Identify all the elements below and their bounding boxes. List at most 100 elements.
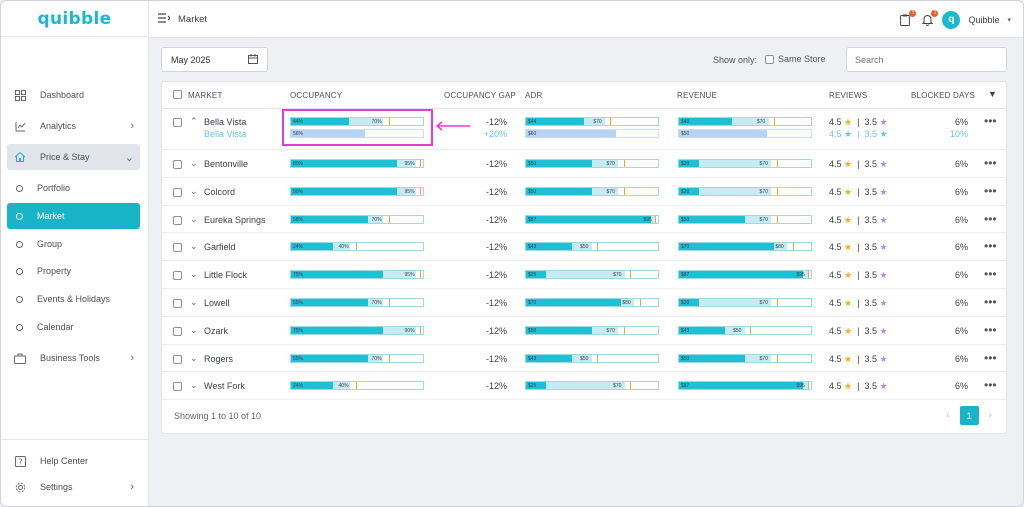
- more-options-icon[interactable]: •••: [984, 267, 997, 282]
- sidebar-item-group[interactable]: Group: [7, 231, 140, 257]
- chevron-down-icon[interactable]: ⌄: [190, 185, 198, 196]
- occupancy-bar[interactable]: 56%: [290, 129, 424, 138]
- row-checkbox[interactable]: [173, 326, 182, 336]
- chevron-down-icon[interactable]: ⌄: [190, 324, 198, 335]
- user-name[interactable]: Quibble: [968, 14, 1000, 25]
- chevron-down-icon[interactable]: ⌄: [190, 241, 198, 252]
- chevron-down-icon[interactable]: ⌄: [190, 352, 198, 363]
- table-row[interactable]: ⌃ Bella Vista 44% 70% -12% $44 $70 $40 $70 4.5 ★ …: [162, 109, 1006, 150]
- more-options-icon[interactable]: •••: [984, 211, 997, 226]
- market-name[interactable]: Ozark: [204, 325, 229, 336]
- revenue-bar[interactable]: $70 $80: [678, 242, 812, 252]
- revenue-bar[interactable]: $43 $50: [678, 325, 812, 335]
- select-all-checkbox[interactable]: [173, 90, 182, 99]
- row-checkbox[interactable]: [173, 160, 182, 169]
- chevron-up-icon[interactable]: ⌃: [190, 116, 198, 126]
- chevron-down-icon[interactable]: ⌄: [190, 269, 198, 280]
- sidebar-item-market[interactable]: Market: [7, 203, 140, 229]
- more-options-icon[interactable]: •••: [984, 239, 997, 254]
- next-page-icon[interactable]: ›: [988, 410, 992, 421]
- market-name[interactable]: Colcord: [204, 186, 236, 197]
- revenue-bar[interactable]: $20 $70: [678, 159, 812, 168]
- market-name[interactable]: Bentonville: [204, 159, 249, 169]
- column-header-market[interactable]: MARKET: [188, 91, 223, 100]
- row-checkbox[interactable]: [173, 118, 182, 127]
- adr-bar[interactable]: $44 $70: [525, 117, 659, 126]
- adr-bar[interactable]: $60: [525, 129, 659, 138]
- chevron-down-icon[interactable]: ⌄: [190, 380, 198, 391]
- more-options-icon[interactable]: •••: [984, 322, 997, 337]
- adr-bar[interactable]: $25 $70: [525, 381, 659, 391]
- occupancy-bar[interactable]: 80% 95%: [290, 159, 424, 168]
- more-options-icon[interactable]: •••: [984, 156, 997, 170]
- column-header-revenue[interactable]: REVENUE: [677, 91, 718, 100]
- table-row[interactable]: ⌄ Eureka Springs 58% 70% -12% $87 $95 $50 $70 4.5…: [162, 206, 1006, 234]
- market-name[interactable]: Lowell: [204, 298, 230, 308]
- row-checkbox[interactable]: [173, 215, 182, 225]
- collapse-menu-icon[interactable]: [158, 13, 171, 25]
- revenue-bar[interactable]: $87 $95: [678, 270, 812, 280]
- sidebar-item-events-holidays[interactable]: Events & Holidays: [7, 286, 140, 312]
- row-checkbox[interactable]: [173, 243, 182, 253]
- occupancy-bar[interactable]: 55% 70%: [290, 353, 424, 363]
- revenue-bar[interactable]: $87 $95: [678, 381, 812, 391]
- chevron-down-icon[interactable]: ⌄: [190, 297, 198, 307]
- sidebar-item-dashboard[interactable]: Dashboard: [7, 82, 140, 108]
- revenue-bar[interactable]: $50 $70: [678, 353, 812, 363]
- adr-bar[interactable]: $50 $70: [525, 325, 659, 335]
- revenue-bar[interactable]: $20 $70: [678, 186, 812, 196]
- chevron-down-icon[interactable]: ⌄: [190, 213, 198, 224]
- market-name[interactable]: Rogers: [204, 353, 234, 364]
- row-checkbox[interactable]: [173, 187, 182, 197]
- occupancy-bar[interactable]: 24% 40%: [290, 381, 424, 391]
- sidebar-item-price-stay[interactable]: Price & Stay ⌄: [7, 144, 140, 170]
- same-store-checkbox[interactable]: [765, 54, 774, 64]
- occupancy-bar[interactable]: 75% 90%: [290, 325, 424, 335]
- more-options-icon[interactable]: •••: [984, 350, 997, 365]
- occupancy-bar[interactable]: 75% 95%: [290, 270, 424, 280]
- page-button[interactable]: 1: [959, 406, 979, 425]
- adr-bar[interactable]: $50 $70: [525, 186, 659, 196]
- adr-bar[interactable]: $50 $70: [525, 159, 659, 168]
- occupancy-bar[interactable]: 80% 95%: [290, 186, 424, 196]
- column-header-occupancy-gap[interactable]: OCCUPANCY GAP: [444, 91, 517, 100]
- occupancy-bar[interactable]: 44% 70%: [290, 117, 424, 126]
- sidebar-item-property[interactable]: Property: [7, 258, 140, 284]
- sidebar-item-calendar[interactable]: Calendar: [7, 314, 140, 340]
- occupancy-bar[interactable]: 24% 40%: [290, 242, 424, 252]
- table-row[interactable]: ⌄ Colcord 80% 95% -12% $50 $70 $20 $70 4.5 ★ | 3.…: [162, 178, 1006, 206]
- adr-bar[interactable]: $25 $70: [525, 270, 659, 280]
- sidebar-item-help[interactable]: ? Help Center: [7, 448, 140, 474]
- sidebar-item-analytics[interactable]: Analytics ›: [7, 113, 140, 139]
- market-name[interactable]: Garfield: [204, 242, 236, 253]
- table-row[interactable]: ⌄ Bentonville 80% 95% -12% $50 $70 $20 $70 4.5 ★ …: [162, 150, 1006, 178]
- same-store-filter[interactable]: Same Store: [765, 54, 826, 64]
- table-row[interactable]: ⌄ Little Flock 75% 95% -12% $25 $70 $87 $95 4.5 ★…: [162, 261, 1006, 289]
- row-checkbox[interactable]: [173, 271, 182, 281]
- bell-notification-button[interactable]: 1: [920, 9, 939, 27]
- table-row[interactable]: ⌄ Garfield 24% 40% -12% $43 $50 $70 $80 4.5 ★ | 3…: [162, 233, 1006, 262]
- column-header-blocked-days[interactable]: BLOCKED DAYS: [911, 91, 976, 100]
- market-name[interactable]: Little Flock: [204, 270, 248, 281]
- occupancy-bar[interactable]: 55% 70%: [290, 298, 424, 307]
- column-header-occupancy[interactable]: OCCUPANCY: [290, 91, 343, 100]
- more-options-icon[interactable]: •••: [984, 183, 997, 198]
- adr-bar[interactable]: $43 $50: [525, 242, 659, 252]
- column-header-reviews[interactable]: REVIEWS: [829, 91, 868, 100]
- occupancy-bar[interactable]: 58% 70%: [290, 214, 424, 224]
- chevron-down-icon[interactable]: ⌄: [190, 158, 198, 168]
- avatar[interactable]: q: [942, 10, 961, 29]
- clipboard-notification-button[interactable]: 1: [898, 9, 917, 27]
- row-checkbox[interactable]: [173, 382, 182, 392]
- logo[interactable]: quibble: [1, 1, 148, 37]
- revenue-bar[interactable]: $50: [678, 129, 812, 138]
- revenue-bar[interactable]: $40 $70: [678, 117, 812, 126]
- table-row[interactable]: ⌄ Ozark 75% 90% -12% $50 $70 $43 $50 4.5 ★ | 3.5 …: [162, 317, 1006, 345]
- row-checkbox[interactable]: [173, 354, 182, 364]
- row-checkbox[interactable]: [173, 299, 182, 308]
- adr-bar[interactable]: $43 $50: [525, 353, 659, 363]
- prev-page-icon[interactable]: ‹: [946, 410, 950, 421]
- table-row[interactable]: ⌄ Rogers 55% 70% -12% $43 $50 $50 $70 4.5 ★ | 3.5…: [162, 345, 1006, 373]
- column-settings-caret-icon[interactable]: ▼: [988, 89, 997, 99]
- chevron-down-icon[interactable]: ▾: [1007, 16, 1011, 24]
